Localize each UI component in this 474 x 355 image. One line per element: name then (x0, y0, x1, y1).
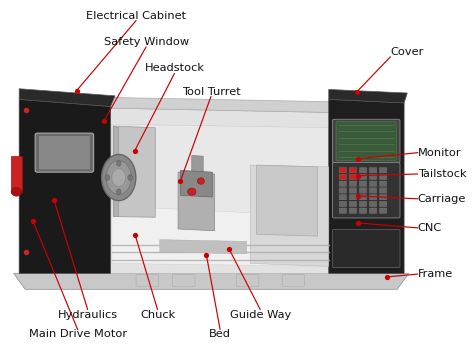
FancyBboxPatch shape (379, 208, 387, 213)
Polygon shape (112, 124, 329, 217)
Text: Cover: Cover (391, 47, 424, 57)
Text: Carriage: Carriage (418, 194, 466, 204)
FancyBboxPatch shape (349, 208, 356, 213)
Ellipse shape (101, 154, 136, 201)
FancyBboxPatch shape (349, 174, 356, 180)
Text: CNC: CNC (418, 223, 442, 233)
Polygon shape (256, 165, 317, 236)
FancyBboxPatch shape (359, 168, 367, 173)
FancyBboxPatch shape (136, 274, 158, 286)
Text: Headstock: Headstock (145, 64, 204, 73)
FancyBboxPatch shape (173, 274, 195, 286)
Ellipse shape (128, 175, 132, 180)
Polygon shape (192, 155, 203, 175)
FancyBboxPatch shape (349, 201, 356, 207)
Text: Electrical Cabinet: Electrical Cabinet (86, 11, 186, 21)
FancyBboxPatch shape (35, 133, 93, 172)
FancyBboxPatch shape (359, 208, 367, 213)
Ellipse shape (117, 189, 121, 195)
FancyBboxPatch shape (379, 201, 387, 207)
FancyBboxPatch shape (379, 195, 387, 200)
Polygon shape (178, 172, 215, 231)
Text: Tool Turret: Tool Turret (182, 87, 240, 97)
FancyBboxPatch shape (379, 188, 387, 193)
Ellipse shape (117, 160, 121, 166)
Polygon shape (180, 170, 212, 197)
FancyBboxPatch shape (379, 181, 387, 186)
Ellipse shape (106, 160, 131, 195)
FancyBboxPatch shape (359, 195, 367, 200)
Text: Guide Way: Guide Way (229, 310, 291, 320)
Polygon shape (113, 126, 155, 217)
FancyBboxPatch shape (359, 201, 367, 207)
Polygon shape (19, 89, 115, 106)
FancyBboxPatch shape (39, 136, 90, 169)
Polygon shape (329, 89, 407, 103)
FancyBboxPatch shape (359, 188, 367, 193)
FancyBboxPatch shape (282, 274, 305, 286)
Text: Monitor: Monitor (418, 148, 461, 158)
Ellipse shape (188, 188, 196, 195)
FancyBboxPatch shape (349, 188, 356, 193)
Polygon shape (329, 99, 404, 273)
Text: Bed: Bed (209, 329, 231, 339)
Polygon shape (250, 165, 329, 266)
Text: Hydraulics: Hydraulics (58, 310, 118, 320)
Text: Frame: Frame (418, 269, 453, 279)
FancyBboxPatch shape (369, 181, 377, 186)
Polygon shape (160, 240, 246, 254)
Polygon shape (27, 96, 392, 114)
FancyBboxPatch shape (339, 168, 346, 173)
Polygon shape (14, 273, 409, 289)
FancyBboxPatch shape (359, 181, 367, 186)
Text: Chuck: Chuck (140, 310, 175, 320)
FancyBboxPatch shape (369, 201, 377, 207)
FancyBboxPatch shape (379, 168, 387, 173)
Ellipse shape (105, 175, 109, 180)
Text: Tailstock: Tailstock (418, 169, 466, 179)
FancyBboxPatch shape (369, 208, 377, 213)
Polygon shape (113, 126, 118, 217)
Ellipse shape (112, 169, 126, 186)
FancyBboxPatch shape (339, 195, 346, 200)
FancyBboxPatch shape (339, 181, 346, 186)
FancyBboxPatch shape (379, 174, 387, 180)
FancyBboxPatch shape (349, 181, 356, 186)
Ellipse shape (198, 178, 204, 184)
FancyBboxPatch shape (369, 195, 377, 200)
Text: Main Drive Motor: Main Drive Motor (28, 329, 127, 339)
Ellipse shape (11, 187, 22, 196)
FancyBboxPatch shape (339, 174, 346, 180)
FancyBboxPatch shape (237, 274, 259, 286)
FancyBboxPatch shape (339, 208, 346, 213)
FancyBboxPatch shape (336, 122, 396, 160)
Polygon shape (27, 106, 388, 273)
Text: Safety Window: Safety Window (103, 37, 189, 47)
FancyBboxPatch shape (369, 174, 377, 180)
Polygon shape (11, 156, 22, 192)
FancyBboxPatch shape (332, 163, 400, 218)
Polygon shape (19, 99, 110, 273)
FancyBboxPatch shape (369, 168, 377, 173)
FancyBboxPatch shape (349, 168, 356, 173)
FancyBboxPatch shape (369, 188, 377, 193)
Polygon shape (112, 124, 329, 266)
FancyBboxPatch shape (332, 229, 400, 268)
FancyBboxPatch shape (349, 195, 356, 200)
FancyBboxPatch shape (339, 201, 346, 207)
FancyBboxPatch shape (339, 188, 346, 193)
FancyBboxPatch shape (359, 174, 367, 180)
FancyBboxPatch shape (332, 119, 400, 163)
